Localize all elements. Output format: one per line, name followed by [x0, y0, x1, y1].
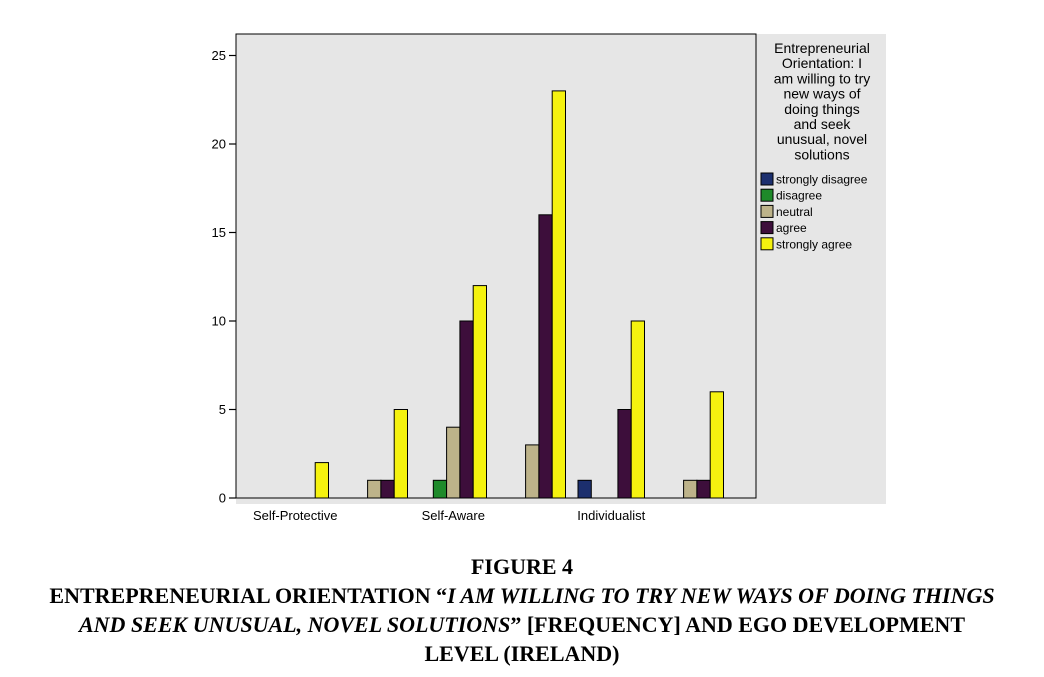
y-tick-label: 15 [212, 225, 226, 240]
caption-text-italic: I AM WILLING TO TRY NEW WAYS OF DOING TH… [79, 583, 995, 637]
legend-title-line: Orientation: I [782, 55, 862, 71]
bar-neutral [446, 426, 461, 499]
x-tick-label: Self-Protective [253, 508, 338, 523]
bar-agree [696, 479, 711, 499]
x-tick-label: Individualist [577, 508, 645, 523]
bar-neutral [525, 444, 540, 499]
caption-text-part1: ENTREPRENEURIAL ORIENTATION “ [49, 583, 448, 608]
bar-neutral [683, 479, 698, 499]
legend-title-line: am willing to try [774, 70, 870, 86]
bar-agree [459, 320, 474, 499]
bar-strongly-agree [472, 285, 488, 499]
figure-caption: FIGURE 4 ENTREPRENEURIAL ORIENTATION “I … [40, 552, 1004, 668]
legend-label: strongly agree [776, 237, 852, 251]
y-tick-label: 5 [219, 402, 226, 417]
caption-text-part2: ” [FREQUENCY] AND EGO DEVELOPMENT LEVEL … [424, 612, 966, 666]
bar-strongly-agree [551, 90, 567, 499]
y-tick-label: 10 [212, 314, 226, 329]
legend-swatch [760, 237, 774, 251]
legend-title-line: doing things [784, 101, 860, 117]
y-tick-label: 0 [219, 491, 226, 506]
bar-strongly-agree [393, 409, 409, 499]
bar-chart: 0 5 10 15 20 25 Self-Protective Self-Aware Indi… [212, 33, 886, 523]
legend-swatch [760, 172, 774, 186]
legend-swatch [760, 221, 774, 235]
legend-label: disagree [776, 189, 822, 203]
bar-agree [617, 409, 632, 499]
bar-agree [538, 214, 553, 499]
legend-swatch [760, 188, 774, 202]
bar-strongly-agree [709, 391, 725, 499]
y-axis: 0 5 10 15 20 25 [212, 48, 236, 506]
legend-title-line: solutions [794, 146, 849, 162]
y-tick-label: 20 [212, 137, 226, 152]
x-axis: Self-Protective Self-Aware Individualist [253, 508, 646, 523]
bar-strongly-agree [314, 462, 330, 499]
bar-strongly-agree [630, 320, 646, 499]
bar-disagree [432, 479, 448, 499]
legend-label: neutral [776, 205, 813, 219]
legend-title-line: unusual, novel [777, 131, 867, 147]
legend-label: strongly disagree [776, 173, 868, 187]
bars [314, 90, 725, 499]
bar-neutral [367, 479, 382, 499]
legend-label: agree [776, 221, 807, 235]
y-tick-label: 25 [212, 48, 226, 63]
x-tick-label: Self-Aware [422, 508, 485, 523]
legend-title-line: and seek [794, 116, 852, 132]
legend-swatch [760, 204, 774, 218]
figure-label: FIGURE 4 [470, 554, 574, 579]
bar-strongly-disagree [577, 479, 592, 499]
legend-title-line: Entrepreneurial [774, 40, 870, 56]
plot-area [235, 33, 757, 499]
bar-agree [380, 479, 395, 499]
legend-title-line: new ways of [783, 86, 860, 102]
